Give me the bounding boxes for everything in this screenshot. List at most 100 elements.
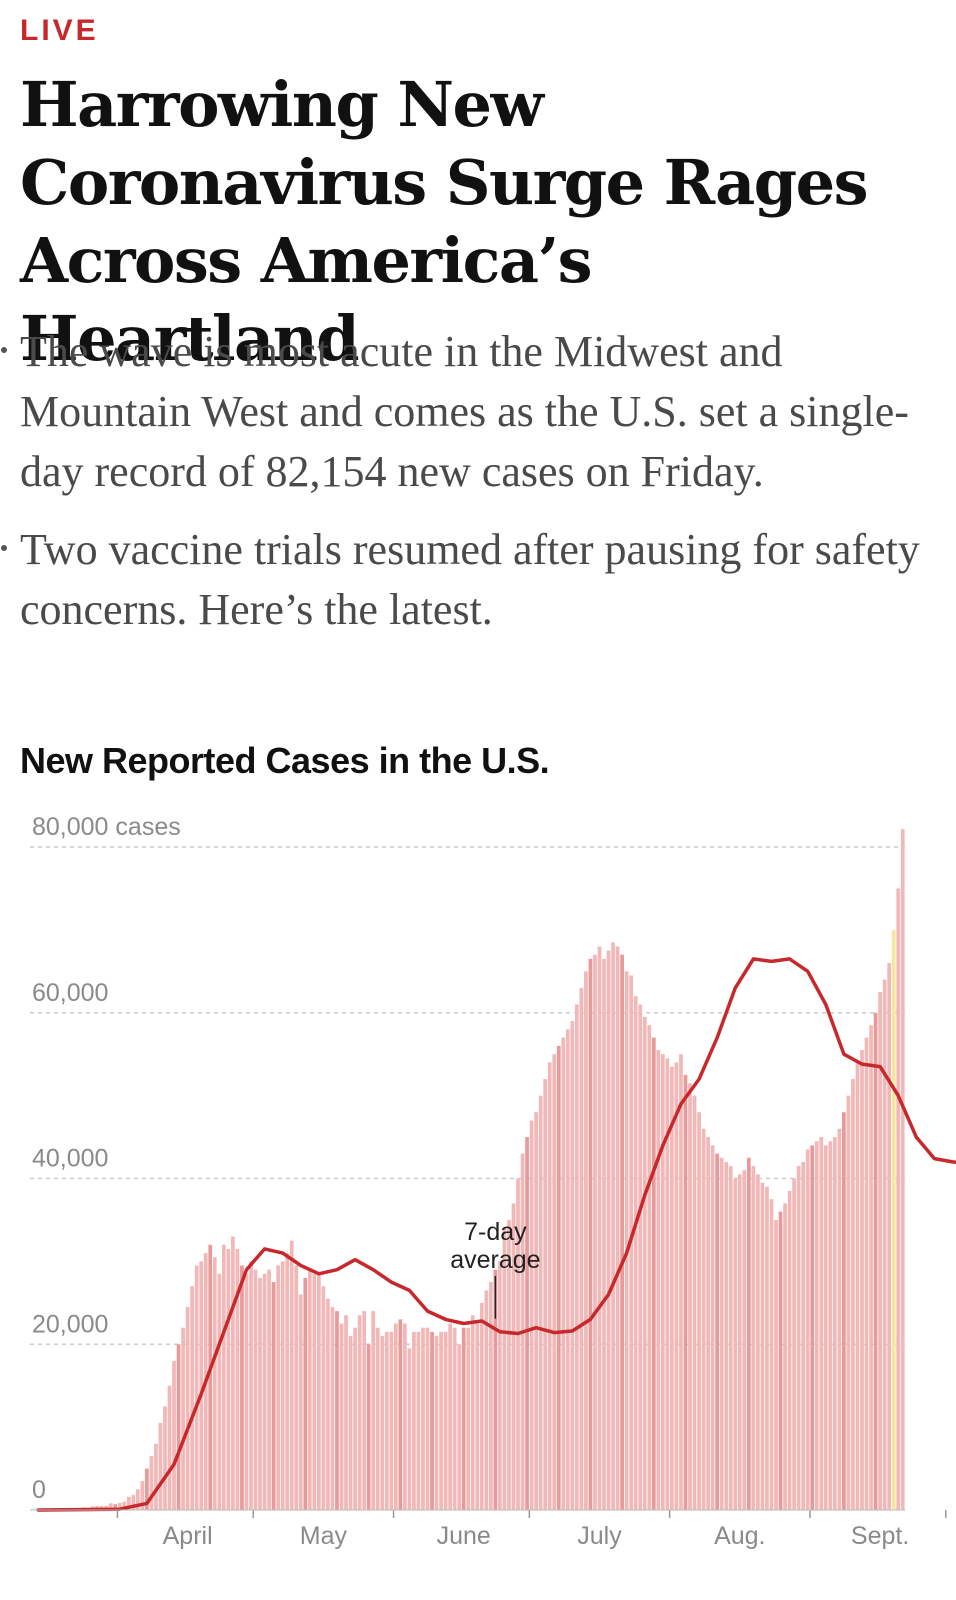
daily-bar [778,1211,783,1510]
daily-bar [584,971,588,1510]
daily-bar [366,1344,371,1510]
daily-bar [842,1112,846,1510]
daily-bar [746,1157,751,1510]
daily-bar [561,1037,566,1510]
y-tick-label: 60,000 [32,979,108,1007]
daily-bar [638,1004,643,1510]
daily-bar [371,1311,376,1510]
x-tick-label: Aug. [714,1522,765,1550]
daily-bar [819,1137,824,1510]
daily-bar [131,1495,136,1510]
daily-bar [896,888,901,1510]
y-tick-label: 20,000 [32,1310,108,1338]
daily-bar [285,1253,290,1510]
daily-bar [357,1315,362,1510]
daily-bar [710,1145,715,1510]
daily-bar [212,1257,217,1510]
daily-bar [805,1149,810,1510]
daily-bar [864,1037,869,1510]
daily-bar [574,1004,579,1510]
daily-bar [543,1079,548,1510]
daily-bar [317,1273,321,1510]
daily-bar [258,1277,262,1510]
daily-bar [289,1240,294,1510]
daily-bar [403,1323,407,1510]
x-tick-label: June [437,1522,491,1550]
daily-bar [733,1178,738,1510]
daily-bar [389,1331,394,1510]
seven-day-average-line [36,957,956,1512]
daily-bar [810,1145,815,1510]
daily-bar [828,1141,833,1510]
daily-bar [321,1286,326,1510]
daily-bar [398,1319,403,1510]
daily-bar [276,1265,281,1510]
daily-bar [375,1327,380,1510]
daily-bar [887,963,892,1510]
daily-bar [190,1286,195,1510]
summary-text[interactable]: Two vaccine trials resumed after pausing… [20,525,920,634]
daily-bar [670,1066,674,1510]
daily-bar [498,1261,502,1510]
daily-bar [217,1273,222,1510]
daily-bar [466,1327,471,1510]
daily-bar [353,1327,357,1510]
daily-bar [439,1331,443,1510]
daily-bar [651,1037,656,1510]
summary-item[interactable]: Two vaccine trials resumed after pausing… [1,520,930,640]
y-axis-labels: 80,000 cases 60,000 40,000 20,000 0 [32,813,181,1504]
average-annotation: 7-day average [450,1218,541,1319]
daily-bar [538,1095,543,1510]
x-tick-label: May [300,1522,348,1550]
daily-bar [860,1050,864,1510]
daily-bar [194,1265,199,1510]
daily-bar [185,1306,190,1510]
daily-bar [837,1128,842,1510]
daily-bar [335,1311,339,1510]
daily-bar [534,1112,538,1510]
daily-bar [181,1327,185,1510]
daily-bar [221,1244,226,1510]
daily-bar [846,1095,851,1510]
daily-bar [602,958,606,1510]
daily-bar [461,1327,466,1510]
daily-bar [552,1054,557,1510]
daily-bar [547,1062,552,1510]
daily-bar [240,1265,244,1510]
daily-bar [511,1203,516,1510]
daily-bar [303,1277,308,1510]
daily-bar [226,1248,231,1510]
daily-bar [280,1261,285,1510]
daily-bar [701,1128,706,1510]
daily-bar [796,1166,801,1510]
daily-bar [470,1315,475,1510]
daily-bar [597,946,602,1510]
daily-bar [593,954,597,1510]
summary-item: The wave is most acute in the Midwest an… [1,322,930,502]
daily-bar [900,829,905,1510]
daily-bar [348,1335,353,1510]
daily-bar [832,1137,837,1510]
daily-bar [330,1306,335,1510]
daily-bar [724,1161,729,1510]
daily-bar [565,1029,570,1510]
daily-bar [412,1331,416,1510]
daily-bar [792,1178,796,1510]
bullet-icon [1,545,7,551]
daily-bar [502,1228,507,1510]
headline[interactable]: Harrowing New Coronavirus Surge Rages Ac… [20,68,869,375]
daily-bar [615,946,620,1510]
daily-bar [529,1120,534,1510]
daily-bar [751,1166,756,1510]
x-tick-label: Sept. [851,1522,909,1550]
daily-bar [448,1323,452,1510]
daily-bar [665,1058,670,1510]
daily-bar [294,1265,299,1510]
daily-bar [384,1331,389,1510]
daily-bar [407,1348,412,1510]
daily-bar [674,1062,679,1510]
daily-bar [873,1012,878,1510]
daily-bar [588,958,593,1510]
daily-bar [339,1323,344,1510]
